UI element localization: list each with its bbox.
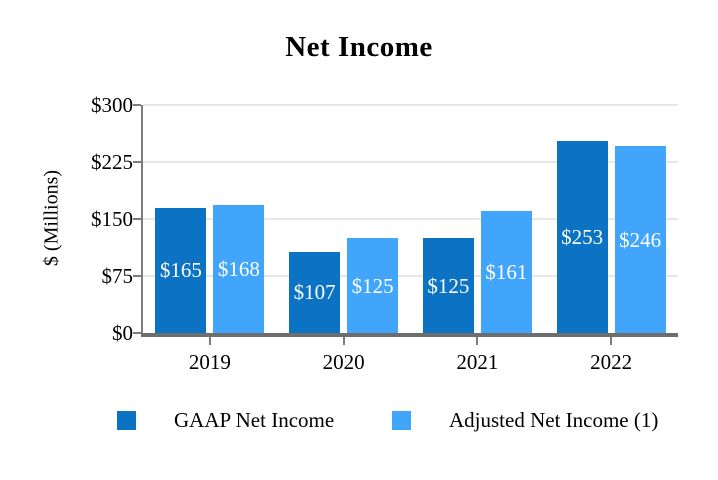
- y-axis-line: [141, 105, 143, 335]
- legend-item-adjusted: Adjusted Net Income (1): [392, 407, 659, 432]
- bar-value-label-adjusted-2019: $168: [217, 257, 260, 282]
- y-axis-tick-300: [133, 104, 141, 106]
- bar-value-label-gaap-2021: $125: [427, 273, 470, 298]
- y-axis-tick-225: [133, 161, 141, 163]
- y-tick-label-0: $0: [112, 321, 133, 345]
- x-axis-tick-2020: [342, 337, 345, 345]
- y-axis-title: $ (Millions): [40, 169, 63, 267]
- gridline-150: [143, 218, 678, 220]
- bar-value-label-gaap-2019: $165: [159, 258, 202, 283]
- legend-swatch-gaap-net-income: [117, 410, 136, 430]
- bar-value-label-gaap-2022: $253: [561, 224, 604, 249]
- x-axis-line: [141, 333, 678, 337]
- bar-gaap-2020: [289, 251, 341, 333]
- bar-value-label-adjusted-2020: $125: [351, 273, 394, 298]
- x-tick-label-2022: 2022: [590, 350, 633, 374]
- bar-value-label-adjusted-2021: $161: [485, 259, 528, 284]
- y-axis-tick-75: [133, 275, 141, 277]
- y-tick-label-150: $150: [91, 207, 133, 231]
- chart-title: Net Income: [285, 31, 433, 63]
- y-tick-label-75: $75: [101, 264, 134, 288]
- x-tick-label-2020: 2020: [322, 350, 365, 374]
- gridline-75: [143, 275, 678, 277]
- bar-value-label-adjusted-2022: $246: [619, 227, 662, 252]
- bar-adjusted-2019: [213, 205, 265, 333]
- y-axis-tick-150: [133, 218, 141, 220]
- bar-gaap-2019: [155, 207, 207, 333]
- x-tick-label-2021: 2021: [456, 350, 499, 374]
- bar-value-label-gaap-2020: $107: [293, 280, 336, 305]
- x-axis-tick-2022: [610, 337, 613, 345]
- gridline-300: [143, 104, 678, 106]
- bar-adjusted-2021: [480, 210, 532, 333]
- bar-gaap-2021: [422, 238, 474, 333]
- legend-label-gaap-net-income: GAAP Net Income: [174, 407, 335, 432]
- y-axis-tick-0: [133, 332, 141, 334]
- x-axis-tick-2019: [208, 337, 211, 345]
- y-tick-label-225: $225: [91, 150, 133, 174]
- x-axis-tick-2021: [476, 337, 479, 345]
- x-tick-label-2019: 2019: [188, 350, 231, 374]
- gridline-225: [143, 161, 678, 163]
- legend-swatch-adjusted-net-income: [392, 410, 411, 430]
- bar-adjusted-2022: [614, 146, 666, 333]
- legend-label-adjusted-net-income: Adjusted Net Income (1): [449, 407, 659, 432]
- legend-item-gaap: GAAP Net Income: [117, 407, 335, 432]
- y-tick-label-300: $300: [91, 93, 133, 117]
- bar-gaap-2022: [556, 140, 608, 333]
- bar-adjusted-2020: [347, 238, 399, 333]
